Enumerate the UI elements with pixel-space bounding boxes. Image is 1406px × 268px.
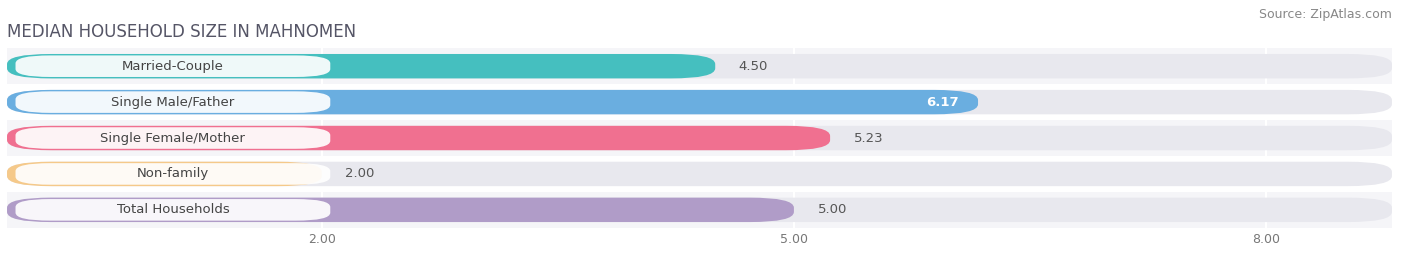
Text: Married-Couple: Married-Couple	[122, 60, 224, 73]
FancyBboxPatch shape	[15, 163, 330, 185]
Text: Single Female/Mother: Single Female/Mother	[100, 132, 245, 144]
Text: 2.00: 2.00	[346, 168, 375, 180]
FancyBboxPatch shape	[15, 127, 330, 149]
Text: 5.00: 5.00	[817, 203, 846, 216]
FancyBboxPatch shape	[7, 126, 1392, 150]
FancyBboxPatch shape	[7, 54, 1392, 79]
FancyBboxPatch shape	[7, 90, 979, 114]
FancyBboxPatch shape	[7, 54, 716, 79]
Text: Single Male/Father: Single Male/Father	[111, 96, 235, 109]
FancyBboxPatch shape	[7, 48, 1392, 84]
FancyBboxPatch shape	[7, 126, 830, 150]
FancyBboxPatch shape	[7, 84, 1392, 120]
Text: MEDIAN HOUSEHOLD SIZE IN MAHNOMEN: MEDIAN HOUSEHOLD SIZE IN MAHNOMEN	[7, 23, 356, 41]
FancyBboxPatch shape	[7, 162, 1392, 186]
FancyBboxPatch shape	[7, 192, 1392, 228]
FancyBboxPatch shape	[7, 198, 794, 222]
FancyBboxPatch shape	[7, 198, 1392, 222]
Text: 4.50: 4.50	[738, 60, 768, 73]
Text: Source: ZipAtlas.com: Source: ZipAtlas.com	[1258, 8, 1392, 21]
Text: Non-family: Non-family	[136, 168, 209, 180]
FancyBboxPatch shape	[7, 120, 1392, 156]
FancyBboxPatch shape	[7, 162, 322, 186]
FancyBboxPatch shape	[15, 55, 330, 77]
FancyBboxPatch shape	[7, 156, 1392, 192]
Text: 6.17: 6.17	[927, 96, 959, 109]
FancyBboxPatch shape	[7, 90, 1392, 114]
Text: Total Households: Total Households	[117, 203, 229, 216]
Text: 5.23: 5.23	[853, 132, 883, 144]
FancyBboxPatch shape	[15, 199, 330, 221]
FancyBboxPatch shape	[15, 91, 330, 113]
